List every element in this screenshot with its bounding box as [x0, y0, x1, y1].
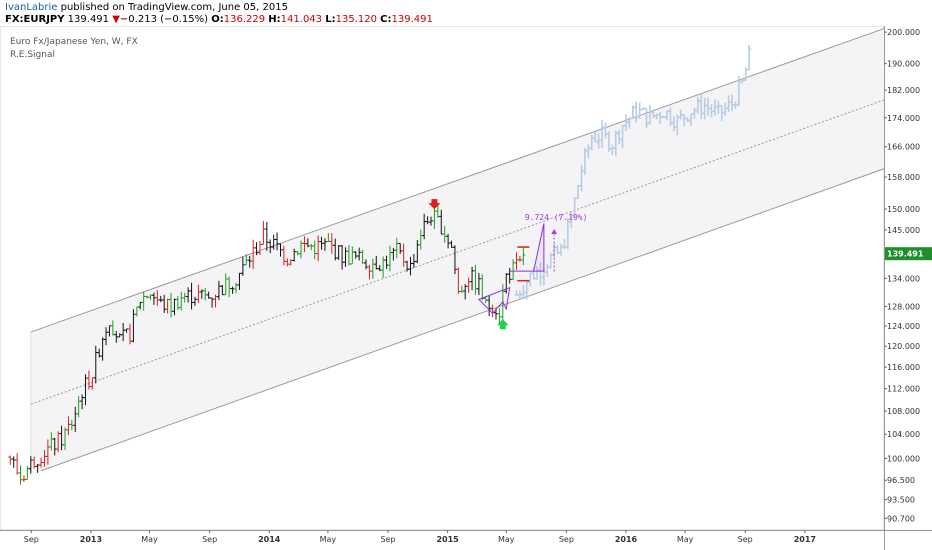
last-price-badge: 139.491 [885, 247, 932, 261]
x-tick-label: Sep [559, 535, 574, 544]
instrument-title: Euro Fx/Japanese Yen, W, FX [10, 37, 138, 47]
y-tick-label: 124.000 [887, 322, 920, 331]
x-tick-label: Sep [380, 535, 395, 544]
y-tick-label: 116.000 [887, 363, 920, 372]
y-tick-label: 96.500 [887, 476, 915, 485]
down-arrow-icon: ▼ [112, 14, 120, 25]
y-tick-label: 93.500 [887, 496, 915, 505]
measure-label: 9.724 (7.19%) [525, 213, 588, 222]
x-tick-label: 2015 [436, 535, 459, 544]
open-value: 136.229 [223, 14, 266, 25]
channel-middle-line [30, 99, 885, 405]
x-tick-label: Sep [738, 535, 753, 544]
quote-line: FX:EURJPY 139.491 ▼−0.213 (−0.15%) O:136… [5, 14, 433, 25]
channel-lower-line [40, 168, 885, 472]
pattern-shape [478, 286, 511, 315]
y-tick-label: 145.000 [887, 226, 920, 235]
y-tick-label: 108.000 [887, 407, 920, 416]
last-price-badge-label: 139.491 [887, 250, 924, 259]
sell-signal-arrow-icon [428, 199, 441, 210]
ohlc-bar [521, 247, 526, 266]
y-tick-label: 100.000 [887, 454, 920, 463]
price-bars [8, 202, 526, 485]
measure-arrow-icon [551, 229, 558, 235]
author-link[interactable]: IvanLabrie [5, 2, 58, 13]
y-tick-label: 182.000 [887, 86, 920, 95]
publish-header: IvanLabrie published on TradingView.com,… [5, 2, 288, 13]
y-tick-label: 90.700 [887, 514, 915, 523]
x-tick-label: 2017 [794, 535, 816, 544]
price-change: −0.213 (−0.15%) [119, 14, 209, 25]
symbol-label: FX:EURJPY [5, 14, 65, 25]
y-tick-label: 158.000 [887, 173, 920, 182]
x-tick-label: 2014 [258, 535, 281, 544]
open-label: O: [211, 14, 224, 25]
price-chart[interactable]: 200.000 190.000 182.000 174.000 166.000 158.0… [0, 26, 932, 550]
publish-info: published on TradingView.com, June 05, 2… [57, 2, 288, 13]
last-price-badge-bg [885, 247, 932, 261]
y-tick-label: 174.000 [887, 114, 920, 123]
y-tick-label: 112.000 [887, 385, 920, 394]
x-tick-label: 2013 [80, 535, 102, 544]
x-tick-label: May [141, 535, 158, 544]
x-tick-label: 2016 [615, 535, 638, 544]
projection-bar [747, 45, 752, 71]
high-label: H: [268, 14, 281, 25]
y-tick-label: 150.000 [887, 205, 920, 214]
y-tick-label: 190.000 [887, 60, 920, 69]
low-value: 135.120 [335, 14, 377, 25]
high-value: 141.043 [280, 14, 323, 25]
y-tick-label: 134.000 [887, 274, 920, 283]
y-tick-label: 166.000 [887, 143, 920, 152]
pattern-shape [509, 223, 545, 272]
close-value: 139.491 [391, 14, 433, 25]
projection-bars [514, 45, 752, 300]
x-tick-label: Sep [202, 535, 217, 544]
y-tick-label: 120.000 [887, 342, 920, 351]
close-label: C: [380, 14, 392, 25]
indicator-name: R.E.Signal [10, 50, 55, 60]
y-tick-label: 128.000 [887, 303, 920, 312]
x-tick-label: Sep [24, 535, 39, 544]
y-tick-label: 104.000 [887, 430, 920, 439]
last-price: 139.491 [67, 14, 110, 25]
low-label: L: [325, 14, 336, 25]
chart-legend: Euro Fx/Japanese Yen, W, FX R.E.Signal [10, 36, 138, 62]
x-tick-label: May [498, 535, 515, 544]
y-tick-label: 200.000 [887, 28, 920, 37]
buy-signal-arrow-icon [496, 319, 509, 330]
x-tick-label: May [677, 535, 694, 544]
x-tick-label: May [320, 535, 337, 544]
